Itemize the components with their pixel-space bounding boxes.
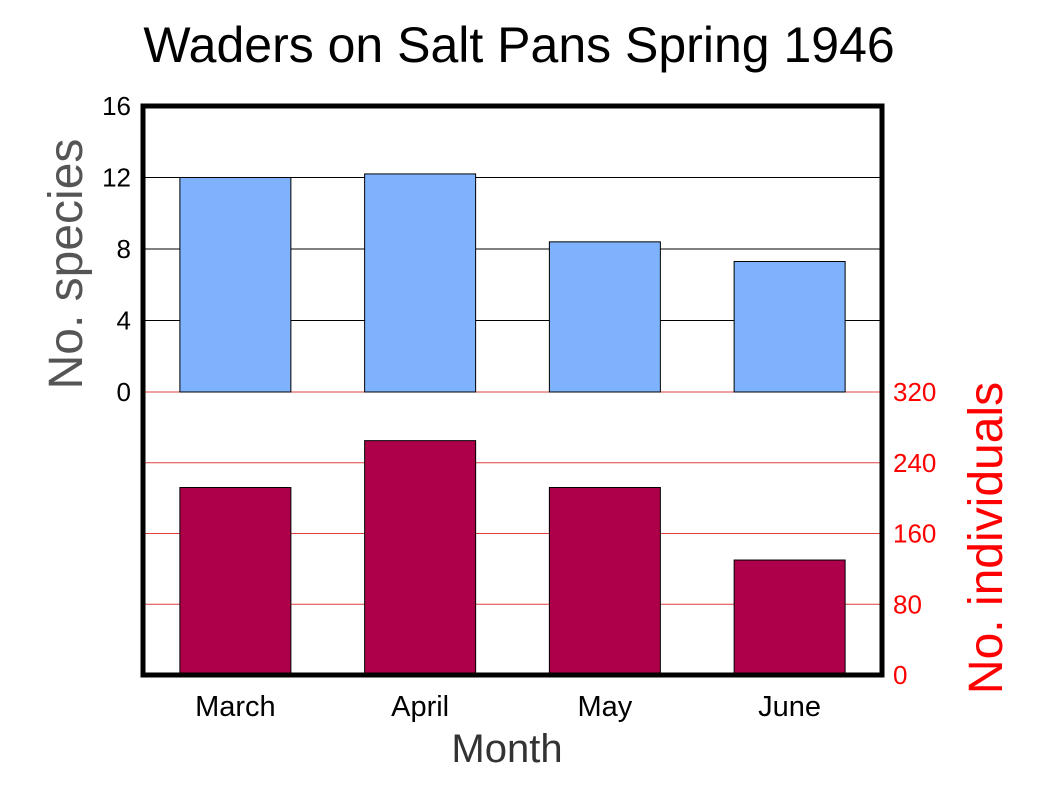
y-axis-label-individuals: No. individuals [960,382,1013,694]
species-tick-label: 12 [102,163,131,193]
individuals-bar-march [179,487,292,676]
species-tick-label: 0 [117,377,131,407]
individuals-tick-labels: 0 80 160 240 320 [893,377,936,690]
plot-frame [140,103,885,678]
species-tick-label: 8 [117,234,131,264]
individuals-bars [179,440,846,676]
species-tick-label: 4 [117,306,131,336]
species-bar-april [364,173,477,393]
category-label: April [391,691,449,723]
x-category-labels: March April May June [195,691,821,723]
individuals-tick-label: 0 [893,660,907,690]
chart-title: Waders on Salt Pans Spring 1946 [143,17,894,73]
category-label: March [195,691,276,723]
individuals-bar-may [548,487,661,676]
species-bar-may [548,241,661,393]
category-label: June [758,691,821,723]
individuals-tick-label: 240 [893,448,936,478]
x-axis-label: Month [451,727,562,771]
individuals-tick-label: 80 [893,589,922,619]
y-axis-label-species: No. species [40,139,93,390]
species-tick-labels: 0 4 8 12 16 [102,91,131,407]
category-label: May [577,691,632,723]
individuals-bar-june [733,559,846,676]
species-bars [179,173,846,393]
individuals-tick-label: 320 [893,377,936,407]
individuals-tick-label: 160 [893,519,936,549]
species-tick-label: 16 [102,91,131,121]
species-bar-june [733,261,846,393]
species-bar-march [179,177,292,393]
individuals-bar-april [364,440,477,676]
